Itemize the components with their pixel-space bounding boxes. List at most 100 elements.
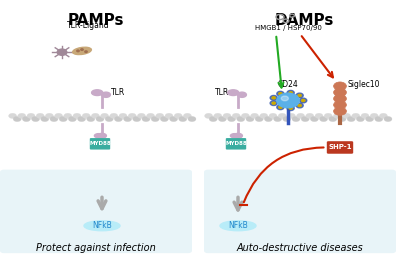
Circle shape [296, 113, 305, 118]
Text: TLR: TLR [215, 88, 229, 97]
Circle shape [292, 116, 300, 122]
Circle shape [179, 116, 187, 122]
Circle shape [9, 113, 17, 118]
Circle shape [22, 116, 30, 122]
Text: PAMPs: PAMPs [68, 13, 124, 28]
Text: DAMPs: DAMPs [274, 13, 334, 28]
Circle shape [64, 113, 72, 118]
Circle shape [82, 113, 90, 118]
Circle shape [81, 49, 83, 50]
Circle shape [85, 51, 87, 52]
FancyBboxPatch shape [327, 141, 353, 154]
Circle shape [272, 102, 275, 104]
FancyArrowPatch shape [244, 147, 324, 202]
Circle shape [298, 94, 301, 97]
Ellipse shape [92, 90, 103, 96]
Circle shape [237, 116, 245, 122]
Circle shape [142, 116, 150, 122]
Circle shape [289, 92, 292, 94]
Circle shape [300, 98, 307, 103]
Circle shape [287, 106, 294, 111]
Text: TLR: TLR [111, 88, 125, 97]
Circle shape [223, 113, 231, 118]
Circle shape [342, 113, 350, 118]
Circle shape [156, 113, 164, 118]
FancyBboxPatch shape [90, 138, 110, 150]
Circle shape [334, 107, 346, 115]
Text: HMGB1 / HSP70/90: HMGB1 / HSP70/90 [254, 25, 322, 31]
Circle shape [366, 116, 374, 122]
Circle shape [110, 113, 118, 118]
Circle shape [214, 113, 222, 118]
Circle shape [77, 50, 79, 52]
Circle shape [278, 113, 286, 118]
Circle shape [298, 104, 301, 106]
Circle shape [170, 116, 178, 122]
Circle shape [272, 97, 275, 99]
Circle shape [57, 49, 67, 55]
Circle shape [96, 116, 104, 122]
Circle shape [361, 113, 369, 118]
Circle shape [287, 90, 294, 95]
Circle shape [270, 96, 277, 100]
Circle shape [334, 82, 346, 90]
Circle shape [375, 116, 383, 122]
Text: CD24: CD24 [278, 80, 298, 89]
Circle shape [352, 113, 360, 118]
FancyBboxPatch shape [226, 138, 246, 150]
Circle shape [27, 113, 35, 118]
Circle shape [279, 106, 282, 108]
Circle shape [370, 113, 378, 118]
Circle shape [232, 113, 240, 118]
Circle shape [36, 113, 44, 118]
Circle shape [41, 116, 49, 122]
Circle shape [279, 93, 282, 95]
Circle shape [287, 113, 295, 118]
Circle shape [124, 116, 132, 122]
Circle shape [209, 116, 217, 122]
Circle shape [380, 113, 388, 118]
Circle shape [324, 113, 332, 118]
Ellipse shape [230, 134, 239, 138]
Text: Protect against infection: Protect against infection [36, 243, 156, 253]
Circle shape [269, 113, 277, 118]
Text: TLR-Ligand: TLR-Ligand [67, 21, 109, 30]
Text: Auto-destructive diseases: Auto-destructive diseases [237, 243, 363, 253]
Circle shape [100, 113, 108, 118]
Circle shape [281, 96, 288, 101]
Text: SHP-1: SHP-1 [328, 145, 352, 150]
Ellipse shape [98, 133, 106, 138]
Circle shape [138, 113, 146, 118]
Circle shape [119, 113, 127, 118]
Ellipse shape [220, 221, 256, 231]
Circle shape [296, 93, 303, 98]
FancyBboxPatch shape [0, 170, 192, 253]
Circle shape [68, 116, 76, 122]
Circle shape [329, 116, 337, 122]
Circle shape [310, 116, 318, 122]
Circle shape [32, 116, 40, 122]
Ellipse shape [84, 221, 120, 231]
Circle shape [334, 101, 346, 109]
Circle shape [188, 116, 196, 122]
Circle shape [334, 94, 346, 103]
Circle shape [277, 91, 284, 96]
Text: MYD88: MYD88 [89, 141, 111, 146]
Circle shape [270, 101, 277, 105]
Circle shape [91, 113, 99, 118]
Circle shape [306, 113, 314, 118]
Circle shape [18, 113, 26, 118]
Circle shape [277, 93, 299, 108]
Ellipse shape [234, 133, 242, 138]
Circle shape [165, 113, 173, 118]
Ellipse shape [102, 92, 110, 97]
Circle shape [246, 116, 254, 122]
Circle shape [204, 113, 213, 118]
Circle shape [54, 113, 62, 118]
Circle shape [241, 113, 250, 118]
Circle shape [50, 116, 58, 122]
Circle shape [264, 116, 272, 122]
Circle shape [105, 116, 113, 122]
Circle shape [302, 99, 305, 102]
Circle shape [73, 113, 81, 118]
